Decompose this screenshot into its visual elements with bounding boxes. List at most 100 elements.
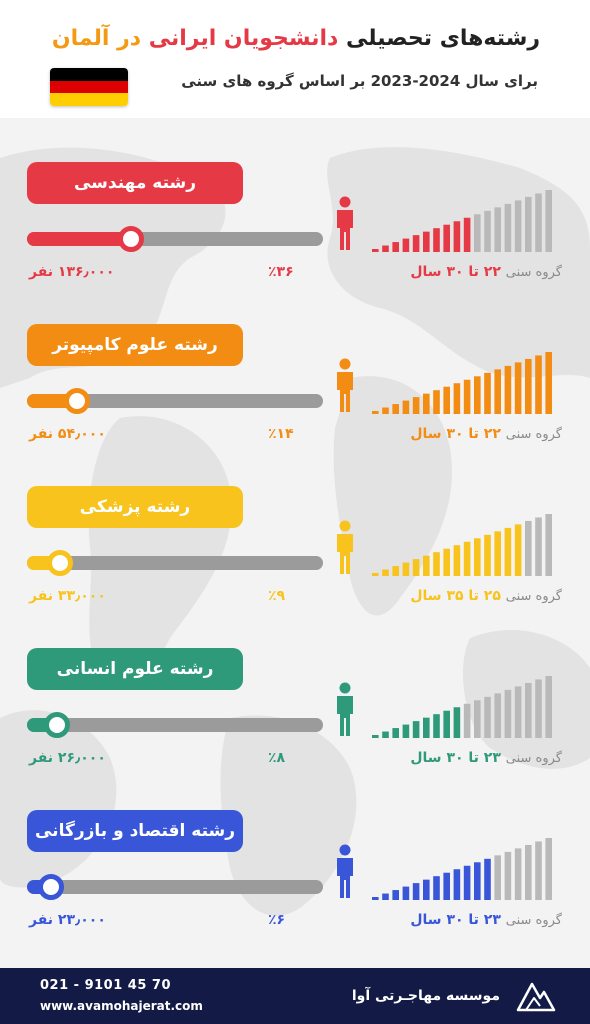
section-label: رشته علوم انسانی [27, 648, 243, 690]
age-prefix: گروه سنی [505, 427, 562, 442]
age-bar [382, 407, 389, 414]
age-bar [372, 249, 379, 252]
age-bar [423, 717, 430, 738]
age-bar [402, 562, 410, 576]
person-head [339, 196, 351, 208]
student-count: ۲۳٫۰۰۰ نفر [29, 912, 106, 928]
title-part-1: رشته‌های تحصیلی [338, 26, 540, 51]
age-prefix: گروه سنی [505, 589, 562, 604]
age-bar [463, 865, 471, 900]
age-bar [392, 242, 399, 252]
section-medicine: رشته پزشکی ۳۳٫۰۰۰ نفر ٪۹ گروه سنی ۲۵ تا … [0, 458, 590, 620]
age-bar [504, 527, 512, 576]
age-group: گروه سنی ۲۲ تا ۳۰ سال [372, 426, 562, 442]
progress-knob [117, 226, 144, 252]
age-bar [463, 217, 471, 252]
age-bar [514, 524, 522, 576]
age-bar [504, 365, 512, 414]
age-bar [392, 404, 399, 414]
person-body [337, 372, 353, 412]
age-bar [443, 548, 450, 576]
progress-track [27, 550, 323, 576]
age-bar [525, 682, 532, 738]
content-area: رشته مهندسی ۱۳۶٫۰۰۰ نفر ٪۳۶ گروه سنی ۲۲ … [0, 118, 590, 968]
percentage: ٪۱۴ [268, 426, 294, 442]
person-body [337, 858, 353, 898]
section-engineering: رشته مهندسی ۱۳۶٫۰۰۰ نفر ٪۳۶ گروه سنی ۲۲ … [0, 134, 590, 296]
age-bar [535, 841, 542, 900]
age-bar [392, 890, 399, 900]
age-bar [494, 369, 501, 414]
age-bar [535, 679, 542, 738]
age-bar [423, 555, 430, 576]
age-bar [545, 514, 552, 576]
section-economics: رشته اقتصاد و بازرگانی ۲۳٫۰۰۰ نفر ٪۶ گرو… [0, 782, 590, 944]
phone-number[interactable]: 021 - 9101 45 70 [40, 978, 171, 993]
person-icon [337, 196, 353, 250]
person-head [339, 682, 351, 694]
age-bar [392, 728, 399, 738]
age-bar [545, 352, 552, 414]
age-bar [494, 855, 501, 900]
age-bar [514, 686, 522, 738]
age-bar [525, 844, 532, 900]
age-bar [545, 676, 552, 738]
age-bar [382, 731, 389, 738]
footer: 021 - 9101 45 70 www.avamohajerat.com مو… [0, 968, 590, 1024]
age-bar [412, 235, 420, 252]
person-icon [337, 844, 353, 898]
age-bar [372, 735, 379, 738]
website-link[interactable]: www.avamohajerat.com [40, 999, 203, 1013]
percentage: ٪۸ [268, 750, 286, 766]
percentage: ٪۹ [268, 588, 286, 604]
age-group: گروه سنی ۲۲ تا ۳۰ سال [372, 264, 562, 280]
age-bar [474, 538, 481, 576]
person-head [339, 358, 351, 370]
person-body [337, 534, 353, 574]
age-bar [474, 214, 481, 252]
age-bar [433, 390, 440, 414]
age-bar [433, 876, 440, 900]
age-prefix: گروه سنی [505, 751, 562, 766]
age-bar [545, 838, 552, 900]
germany-flag-icon [50, 68, 128, 106]
age-bar [402, 238, 410, 252]
age-bar [453, 707, 461, 738]
age-bar [443, 872, 450, 900]
age-bar [443, 224, 450, 252]
age-bar [535, 517, 542, 576]
age-bars [372, 676, 552, 738]
page-title: رشته‌های تحصیلی دانشجویان ایرانی در آلما… [52, 26, 540, 51]
student-count: ۲۶٫۰۰۰ نفر [29, 750, 106, 766]
age-bar [463, 703, 471, 738]
title-part-2: دانشجویان ایرانی [148, 26, 339, 51]
age-bar [423, 231, 430, 252]
progress-track [27, 226, 323, 252]
age-bar [474, 700, 481, 738]
person-body [337, 696, 353, 736]
age-bar [514, 200, 522, 252]
progress-fill [27, 232, 131, 246]
age-bar [453, 869, 461, 900]
age-bar [484, 696, 491, 738]
person-body [337, 210, 353, 250]
age-bar [423, 879, 430, 900]
age-bar [412, 397, 420, 414]
student-count: ۵۴٫۰۰۰ نفر [29, 426, 106, 442]
age-bar [463, 541, 471, 576]
age-bar [514, 362, 522, 414]
age-prefix: گروه سنی [505, 265, 562, 280]
age-bar [443, 710, 450, 738]
student-count: ۱۳۶٫۰۰۰ نفر [29, 264, 115, 280]
progress-knob [43, 712, 70, 738]
section-humanities: رشته علوم انسانی ۲۶٫۰۰۰ نفر ٪۸ گروه سنی … [0, 620, 590, 782]
age-bar [494, 693, 501, 738]
age-prefix: گروه سنی [505, 913, 562, 928]
age-bar [494, 531, 501, 576]
section-computer-science: رشته علوم کامپیوتر ۵۴٫۰۰۰ نفر ٪۱۴ گروه س… [0, 296, 590, 458]
age-bar [525, 520, 532, 576]
age-bar [382, 569, 389, 576]
age-bar [423, 393, 430, 414]
age-range: ۲۳ تا ۳۰ سال [410, 750, 501, 766]
age-group: گروه سنی ۲۳ تا ۳۰ سال [372, 750, 562, 766]
